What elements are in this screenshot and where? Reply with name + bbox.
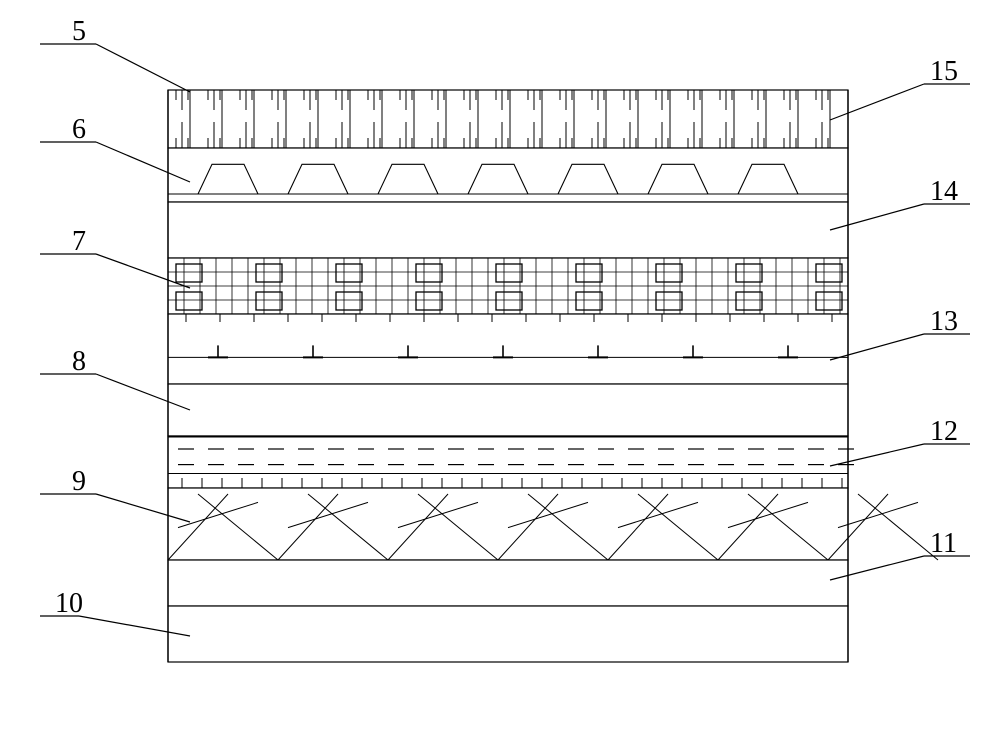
callout-number: 12 [930, 416, 958, 447]
callout-number: 7 [72, 226, 86, 257]
callout-13: 13 [830, 306, 970, 360]
layer-L5 [168, 90, 848, 148]
callout-number: 11 [930, 528, 957, 559]
callout-12: 12 [830, 416, 970, 466]
callout-15: 15 [830, 56, 970, 120]
diagram-svg: 5 6 7 8 9 10 15 14 13 12 11 [0, 0, 1000, 746]
layer-L6 [168, 148, 848, 202]
callout-number: 5 [72, 16, 86, 47]
layer-L8 [168, 384, 848, 436]
callout-number: 8 [72, 346, 86, 377]
callout-14: 14 [830, 176, 970, 230]
callout-number: 15 [930, 56, 958, 87]
callout-5: 5 [40, 16, 190, 92]
layer-L7 [168, 258, 848, 314]
callout-number: 10 [55, 588, 83, 619]
callout-11: 11 [830, 528, 970, 580]
layer-L14 [168, 202, 848, 258]
layer-L9 [168, 488, 938, 560]
callout-number: 9 [72, 466, 86, 497]
layer-L11 [168, 560, 848, 606]
layer-L12 [168, 436, 854, 488]
layer-L10 [168, 606, 848, 662]
layer-L13 [168, 314, 848, 384]
callout-number: 14 [930, 176, 958, 207]
callout-number: 13 [930, 306, 958, 337]
diagram-stage: 5 6 7 8 9 10 15 14 13 12 11 [0, 0, 1000, 746]
callout-number: 6 [72, 114, 86, 145]
